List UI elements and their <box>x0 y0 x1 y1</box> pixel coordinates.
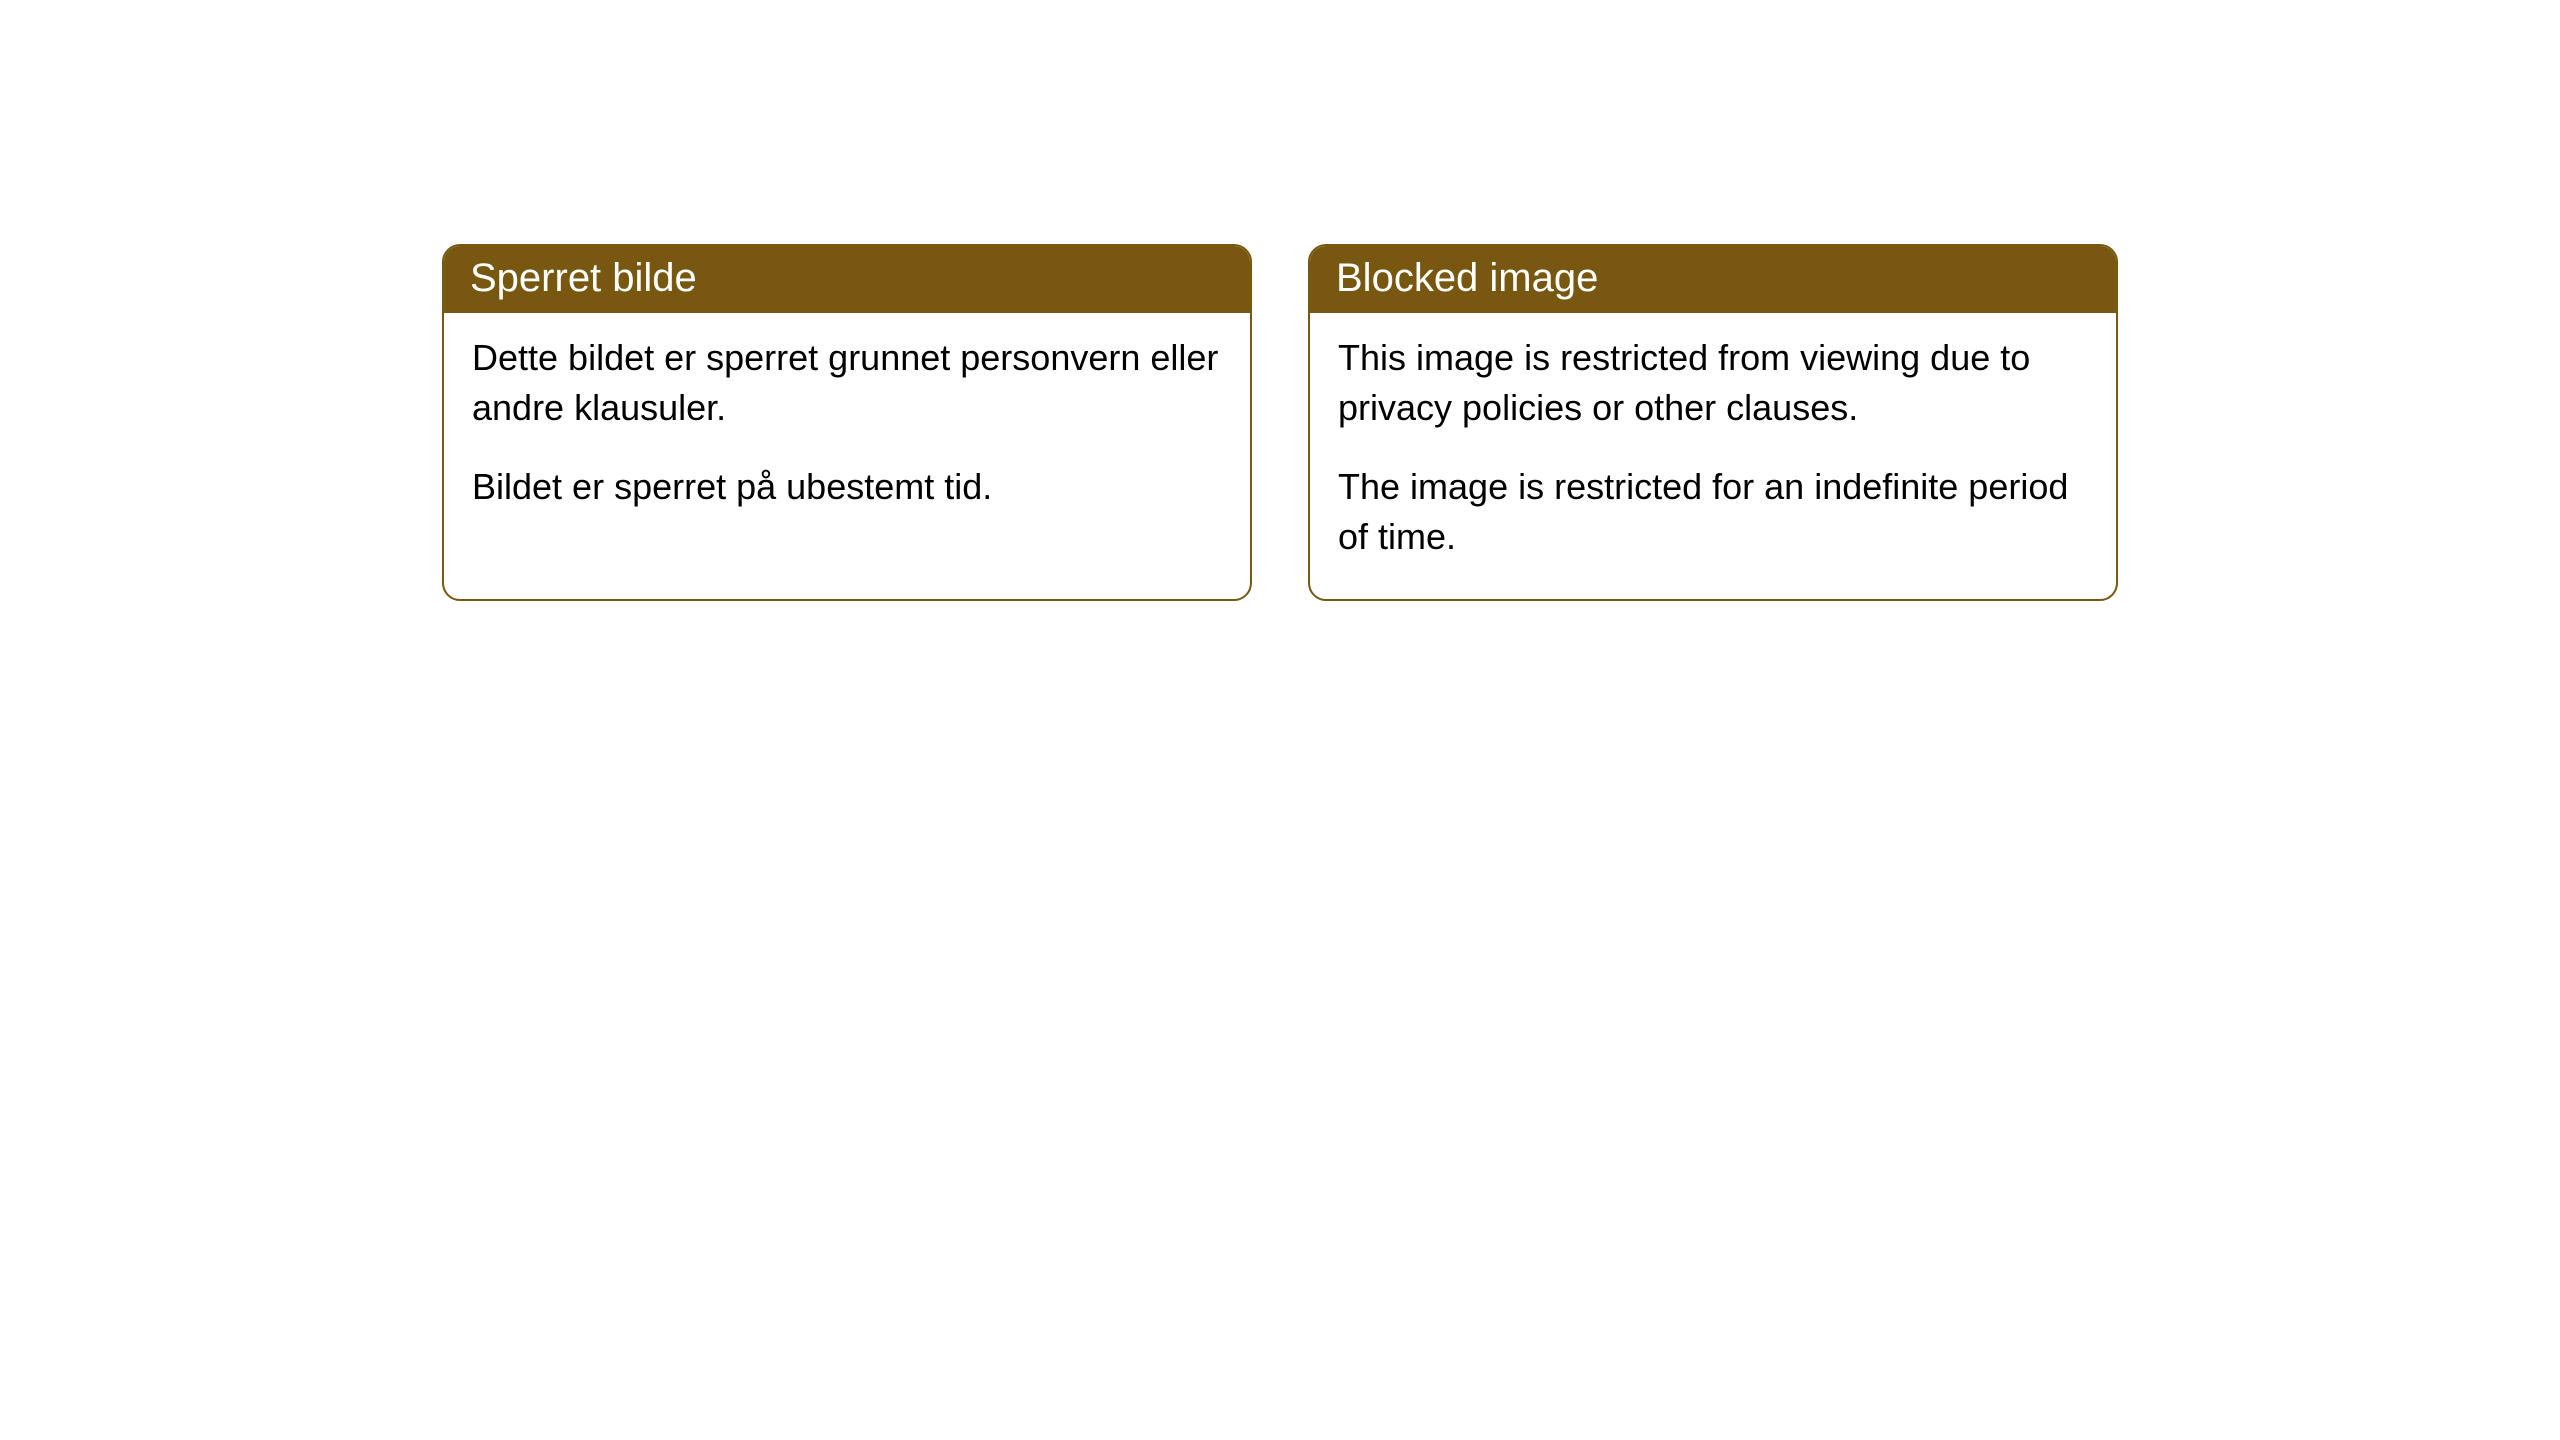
notice-paragraph: Bildet er sperret på ubestemt tid. <box>472 462 1222 512</box>
notice-body-norwegian: Dette bildet er sperret grunnet personve… <box>444 313 1250 548</box>
notice-paragraph: The image is restricted for an indefinit… <box>1338 462 2088 563</box>
notice-paragraph: This image is restricted from viewing du… <box>1338 333 2088 434</box>
notice-title: Blocked image <box>1336 256 1598 300</box>
notice-card-norwegian: Sperret bilde Dette bildet er sperret gr… <box>442 244 1252 601</box>
notice-card-english: Blocked image This image is restricted f… <box>1308 244 2118 601</box>
notice-header-english: Blocked image <box>1310 246 2116 313</box>
notice-title: Sperret bilde <box>470 256 697 300</box>
notice-header-norwegian: Sperret bilde <box>444 246 1250 313</box>
notice-body-english: This image is restricted from viewing du… <box>1310 313 2116 599</box>
notice-paragraph: Dette bildet er sperret grunnet personve… <box>472 333 1222 434</box>
notice-container: Sperret bilde Dette bildet er sperret gr… <box>0 244 2560 601</box>
